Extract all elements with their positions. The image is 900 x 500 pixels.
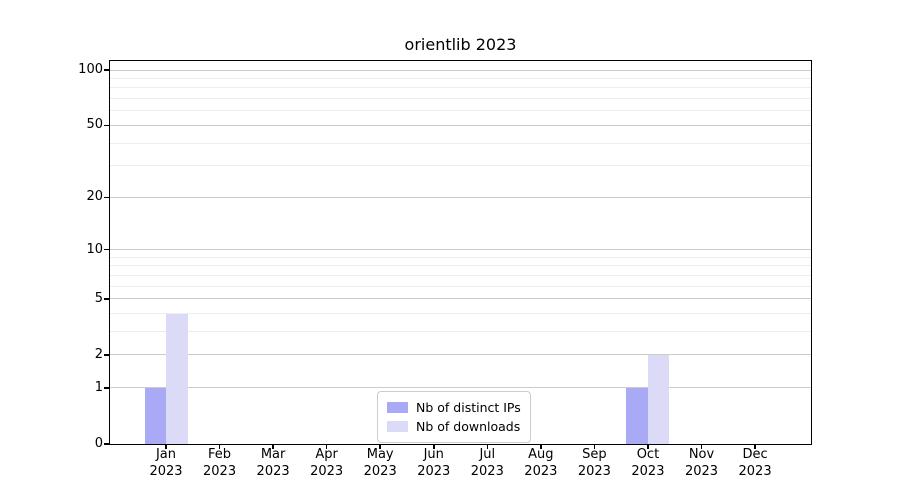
x-tick-year-label: 2023 (631, 463, 665, 479)
y-tick-label: 50 (86, 117, 103, 133)
major-gridline (110, 354, 811, 356)
minor-gridline (110, 87, 811, 89)
bar-distinct-ips-jan (144, 387, 166, 444)
x-tick-label: Jul 2023 (455, 447, 519, 480)
x-tick-year-label: 2023 (738, 463, 772, 479)
legend-label-distinct-ips: Nb of distinct IPs (416, 400, 521, 415)
x-tick-year-label: 2023 (310, 463, 344, 479)
x-tick-year-label: 2023 (363, 463, 397, 479)
legend-entry-downloads: Nb of downloads (387, 417, 521, 436)
x-tick-mark (700, 444, 703, 449)
x-tick-year-label: 2023 (256, 463, 290, 479)
minor-gridline (110, 331, 811, 333)
y-tick-mark (104, 69, 110, 71)
x-tick-label: Oct 2023 (616, 447, 680, 480)
minor-gridline (110, 98, 811, 100)
major-gridline (110, 124, 811, 126)
minor-gridline (110, 285, 811, 287)
x-tick-label: Apr 2023 (295, 447, 359, 480)
x-tick-year-label: 2023 (577, 463, 611, 479)
bar-downloads-oct (647, 354, 670, 444)
x-tick-year-label: 2023 (203, 463, 237, 479)
x-tick-mark (647, 444, 649, 449)
x-tick-year-label: 2023 (684, 463, 719, 479)
x-tick-label: Sep 2023 (562, 447, 626, 480)
bar-distinct-ips-oct (626, 387, 648, 444)
x-tick-mark (325, 444, 328, 449)
x-tick-label: Jun 2023 (402, 447, 466, 480)
major-gridline (110, 69, 811, 71)
y-tick-label: 20 (86, 189, 103, 205)
x-tick-year-label: 2023 (470, 463, 504, 479)
x-tick-mark (433, 444, 435, 449)
minor-gridline (110, 275, 811, 277)
major-gridline (110, 196, 811, 198)
y-tick-label: 2 (94, 346, 103, 362)
y-tick-mark (104, 248, 110, 251)
x-tick-mark (540, 444, 542, 449)
legend: Nb of distinct IPs Nb of downloads (377, 391, 531, 443)
major-gridline (110, 298, 811, 300)
y-tick-mark (104, 443, 110, 445)
legend-entry-distinct-ips: Nb of distinct IPs (387, 398, 521, 417)
x-tick-mark (486, 444, 489, 449)
minor-gridline (110, 313, 811, 315)
y-tick-mark (104, 298, 110, 300)
legend-swatch-downloads (387, 421, 408, 432)
x-tick-year-label: 2023 (417, 463, 451, 479)
y-tick-label: 1 (94, 379, 103, 395)
y-tick-label: 100 (78, 62, 103, 78)
x-tick-mark (379, 444, 381, 449)
y-tick-label: 0 (94, 436, 103, 451)
x-tick-label: Aug 2023 (509, 447, 573, 480)
major-gridline (110, 387, 811, 389)
y-tick-mark (104, 124, 110, 127)
x-tick-label: Nov 2023 (670, 447, 734, 480)
legend-swatch-distinct-ips (387, 402, 408, 413)
y-tick-label: 5 (94, 290, 103, 306)
x-tick-mark (593, 444, 596, 449)
x-tick-mark (218, 444, 221, 449)
x-tick-year-label: 2023 (149, 463, 183, 479)
x-tick-label: Dec 2023 (723, 447, 787, 480)
minor-gridline (110, 256, 811, 258)
y-tick-label: 10 (86, 241, 103, 257)
major-gridline (110, 249, 811, 251)
legend-label-downloads: Nb of downloads (416, 419, 521, 434)
bar-downloads-jan (166, 313, 188, 444)
x-tick-mark (754, 444, 756, 449)
y-tick-mark (104, 354, 110, 356)
minor-gridline (110, 165, 811, 167)
minor-gridline (110, 142, 811, 144)
y-tick-mark (104, 196, 110, 199)
minor-gridline (110, 265, 811, 267)
x-tick-label: Mar 2023 (241, 447, 305, 480)
x-tick-mark (272, 444, 274, 449)
chart-title: orientlib 2023 (404, 35, 517, 54)
minor-gridline (110, 110, 811, 112)
x-tick-label: Jan 2023 (134, 447, 198, 480)
minor-gridline (110, 78, 811, 80)
x-tick-year-label: 2023 (524, 463, 558, 479)
x-tick-label: Feb 2023 (188, 447, 252, 480)
x-tick-label: May 2023 (348, 447, 412, 480)
y-tick-mark (104, 387, 110, 389)
x-tick-mark (165, 444, 167, 449)
